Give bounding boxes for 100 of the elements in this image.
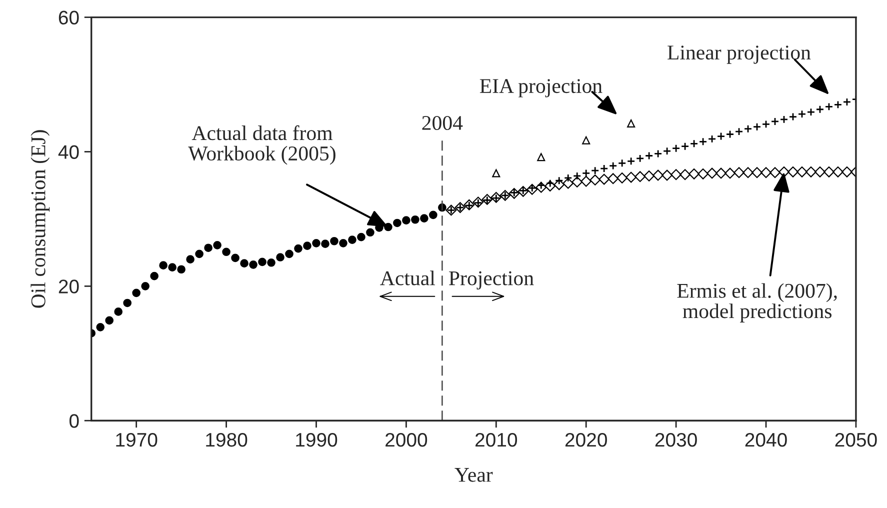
point: [303, 242, 312, 250]
point: [726, 130, 734, 138]
point: [788, 112, 798, 121]
point: [841, 166, 852, 178]
point: [618, 158, 626, 168]
point: [652, 170, 664, 181]
point: [778, 166, 790, 178]
point: [806, 166, 816, 178]
point: [536, 182, 547, 193]
point: [96, 323, 105, 332]
point: [357, 232, 366, 242]
point: [582, 136, 590, 144]
point: [616, 172, 628, 184]
point: [429, 210, 438, 220]
annotation: Projection: [449, 271, 534, 290]
point: [544, 180, 556, 192]
point: [249, 260, 258, 269]
point: [393, 218, 402, 228]
point: [366, 228, 374, 237]
point: [580, 176, 592, 187]
point: [132, 288, 141, 298]
point: [240, 259, 248, 268]
point: [788, 166, 798, 178]
y-tick-label: 0: [70, 414, 79, 428]
point: [554, 179, 565, 190]
point: [724, 168, 736, 179]
point: [742, 167, 754, 178]
point: [706, 168, 718, 179]
point: [634, 171, 646, 182]
point: [294, 244, 302, 253]
point: [608, 173, 619, 184]
point: [770, 117, 780, 126]
point: [285, 250, 294, 258]
point: [644, 170, 655, 182]
point: [688, 168, 700, 180]
x-tick-label: 1980: [206, 432, 248, 447]
y-axis-title: Oil consumption (EJ): [30, 130, 50, 308]
point: [150, 272, 158, 280]
point: [562, 178, 574, 189]
point: [590, 166, 600, 175]
annotation: Ermis et al. (2007), model predictions: [677, 283, 837, 322]
point: [636, 154, 644, 163]
point: [339, 238, 348, 248]
point: [411, 215, 420, 224]
point: [572, 172, 582, 180]
point: [760, 167, 772, 178]
point: [526, 184, 538, 195]
point: [626, 156, 636, 166]
point: [267, 258, 276, 267]
point: [744, 124, 752, 134]
point: [582, 169, 590, 178]
point: [231, 254, 240, 262]
y-tick-label: 20: [58, 280, 79, 294]
x-tick-label: 2020: [565, 432, 607, 447]
point: [195, 250, 204, 258]
point: [554, 176, 564, 185]
annotation: EIA projection: [480, 79, 602, 98]
y-tick-label: 60: [58, 10, 79, 25]
point: [276, 253, 284, 262]
point: [708, 134, 716, 144]
point: [762, 120, 770, 128]
point: [600, 164, 608, 173]
point: [222, 248, 230, 256]
y-tick-label: 40: [58, 145, 79, 159]
x-tick-label: 2010: [476, 432, 518, 447]
point: [402, 216, 410, 224]
point: [842, 98, 852, 106]
point: [598, 174, 610, 185]
x-tick-label: 2030: [655, 432, 697, 447]
point: [798, 110, 806, 118]
point: [654, 150, 662, 158]
x-tick-label: 2050: [835, 432, 877, 447]
point: [105, 316, 114, 325]
point: [716, 132, 726, 140]
point: [141, 282, 150, 290]
point: [159, 261, 168, 270]
x-tick-label: 2040: [745, 432, 787, 447]
point: [698, 168, 708, 180]
point: [734, 127, 744, 136]
point: [752, 122, 762, 132]
annotation: Linear projection: [668, 46, 811, 64]
point: [213, 241, 222, 250]
point: [204, 244, 212, 252]
point: [734, 167, 744, 178]
point: [177, 265, 186, 274]
point: [680, 142, 690, 151]
annotation: Actual data from Workbook (2005): [188, 125, 336, 165]
point: [258, 258, 266, 266]
point: [662, 146, 672, 156]
point: [312, 238, 320, 248]
point: [670, 169, 682, 180]
point: [806, 108, 816, 116]
point: [752, 167, 762, 178]
point: [348, 236, 356, 244]
point: [168, 263, 176, 272]
point: [644, 152, 654, 160]
point: [824, 166, 834, 178]
point: [564, 174, 572, 182]
point: [814, 166, 826, 178]
point: [796, 166, 808, 178]
